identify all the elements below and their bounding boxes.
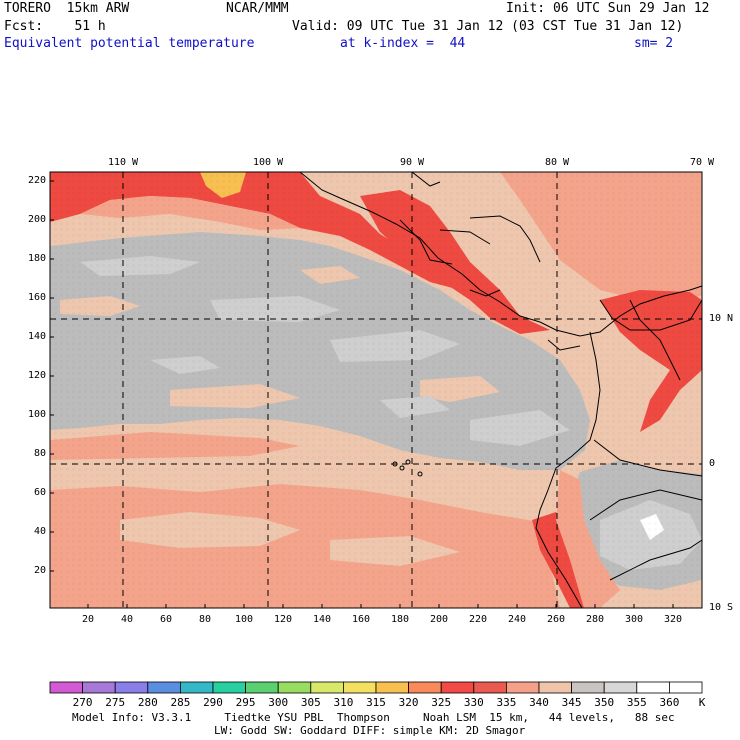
coastlines <box>299 171 703 609</box>
init-time: Init: 06 UTC Sun 29 Jan 12 <box>506 1 710 16</box>
colorbar-label: 295 <box>235 696 256 709</box>
colorbar-unit: K <box>698 696 706 709</box>
colorbar-label: 345 <box>561 696 582 709</box>
y-tick-label: 40 <box>33 526 46 537</box>
latitude-label: 0 <box>709 458 716 469</box>
axis-tick-marks <box>50 180 674 608</box>
x-tick-label: 180 <box>390 614 410 625</box>
colorbar-label: 325 <box>431 696 452 709</box>
x-tick-label: 80 <box>198 614 212 625</box>
y-tick-label: 80 <box>33 448 46 459</box>
colorbar-swatch <box>603 681 638 694</box>
colorbar-label: 350 <box>594 696 615 709</box>
x-tick-label: 260 <box>546 614 566 625</box>
colorbar-swatch <box>408 681 442 694</box>
colorbar-label: 310 <box>333 696 354 709</box>
colorbar-swatch <box>473 681 507 694</box>
y-tick-label: 140 <box>27 331 46 342</box>
colorbar-swatch <box>342 681 377 694</box>
x-tick-label: 100 <box>234 614 254 625</box>
level-index: at k-index = 44 <box>340 36 466 51</box>
institution-label: NCAR/MMM <box>226 1 289 16</box>
plot-frame <box>49 171 703 609</box>
colorbar-label: 270 <box>72 696 93 709</box>
latitude-label: 10 N <box>709 313 734 324</box>
colorbar-swatch <box>147 681 181 694</box>
colorbar-label: 300 <box>268 696 289 709</box>
y-tick-label: 100 <box>27 409 46 420</box>
x-tick-label: 240 <box>507 614 527 625</box>
forecast-hour: Fcst: 51 h <box>4 19 106 34</box>
colorbar-label: 340 <box>529 696 549 709</box>
colorbar-swatch <box>636 681 670 694</box>
colorbar-swatch <box>669 681 703 694</box>
x-tick-label: 280 <box>585 614 605 625</box>
colorbar-label: 275 <box>105 696 126 709</box>
colorbar-label: 320 <box>398 696 419 709</box>
field-name: Equivalent potential temperature <box>4 36 255 51</box>
colorbar-swatch <box>375 681 409 694</box>
colorbar-swatch <box>49 681 83 694</box>
smoothing-label: sm= 2 <box>634 36 674 51</box>
colorbar-swatch <box>505 681 540 694</box>
colorbar-swatch <box>82 681 116 694</box>
colorbar-label: 330 <box>463 696 484 709</box>
colorbar-swatch <box>245 681 279 694</box>
theta-e-field <box>50 172 702 608</box>
x-tick-label: 320 <box>663 614 683 625</box>
longitude-label: 80 W <box>544 157 570 168</box>
colorbar-label: 355 <box>626 696 647 709</box>
y-tick-label: 120 <box>27 370 46 381</box>
y-tick-label: 160 <box>27 292 46 303</box>
longitude-label: 90 W <box>399 157 425 168</box>
latitude-label: 10 S <box>709 602 734 613</box>
x-tick-label: 220 <box>468 614 488 625</box>
x-tick-label: 20 <box>81 614 95 625</box>
model-info-line2: LW: Godd SW: Goddard DIFF: simple KM: 2D… <box>214 724 526 737</box>
longitude-label: 110 W <box>107 157 139 168</box>
colorbar-label: 315 <box>366 696 386 709</box>
x-tick-label: 140 <box>312 614 332 625</box>
colorbar-label: 305 <box>300 696 321 709</box>
y-tick-label: 180 <box>27 253 46 264</box>
colorbar-swatch <box>179 681 214 694</box>
valid-time: Valid: 09 UTC Tue 31 Jan 12 (03 CST Tue … <box>292 19 684 34</box>
longitude-label: 100 W <box>252 157 284 168</box>
colorbar-swatch <box>114 681 149 694</box>
colorbar-swatch <box>212 681 246 694</box>
x-tick-label: 40 <box>120 614 134 625</box>
colorbar-label: 360 <box>659 696 680 709</box>
colorbar-swatch <box>440 681 475 694</box>
x-tick-label: 60 <box>159 614 173 625</box>
y-tick-label: 200 <box>27 214 46 225</box>
y-tick-label: 20 <box>33 565 46 576</box>
y-tick-label: 60 <box>33 487 46 498</box>
colorbar <box>49 681 703 694</box>
model-title: TORERO 15km ARW <box>4 1 130 16</box>
colorbar-label: 285 <box>170 696 191 709</box>
colorbar-swatch <box>571 681 605 694</box>
colorbar-label: 335 <box>496 696 517 709</box>
colorbar-label: 290 <box>203 696 223 709</box>
latlon-grid <box>50 172 702 608</box>
x-tick-label: 200 <box>429 614 449 625</box>
longitude-label: 70 W <box>689 157 715 168</box>
x-tick-label: 120 <box>273 614 293 625</box>
x-tick-label: 300 <box>624 614 644 625</box>
x-tick-label: 160 <box>351 614 371 625</box>
colorbar-label: 280 <box>137 696 158 709</box>
colorbar-swatch <box>277 681 312 694</box>
model-info-line1: Model Info: V3.3.1 Tiedtke YSU PBL Thomp… <box>72 711 675 724</box>
colorbar-swatch <box>310 681 344 694</box>
y-tick-label: 220 <box>27 175 46 186</box>
colorbar-swatch <box>538 681 572 694</box>
